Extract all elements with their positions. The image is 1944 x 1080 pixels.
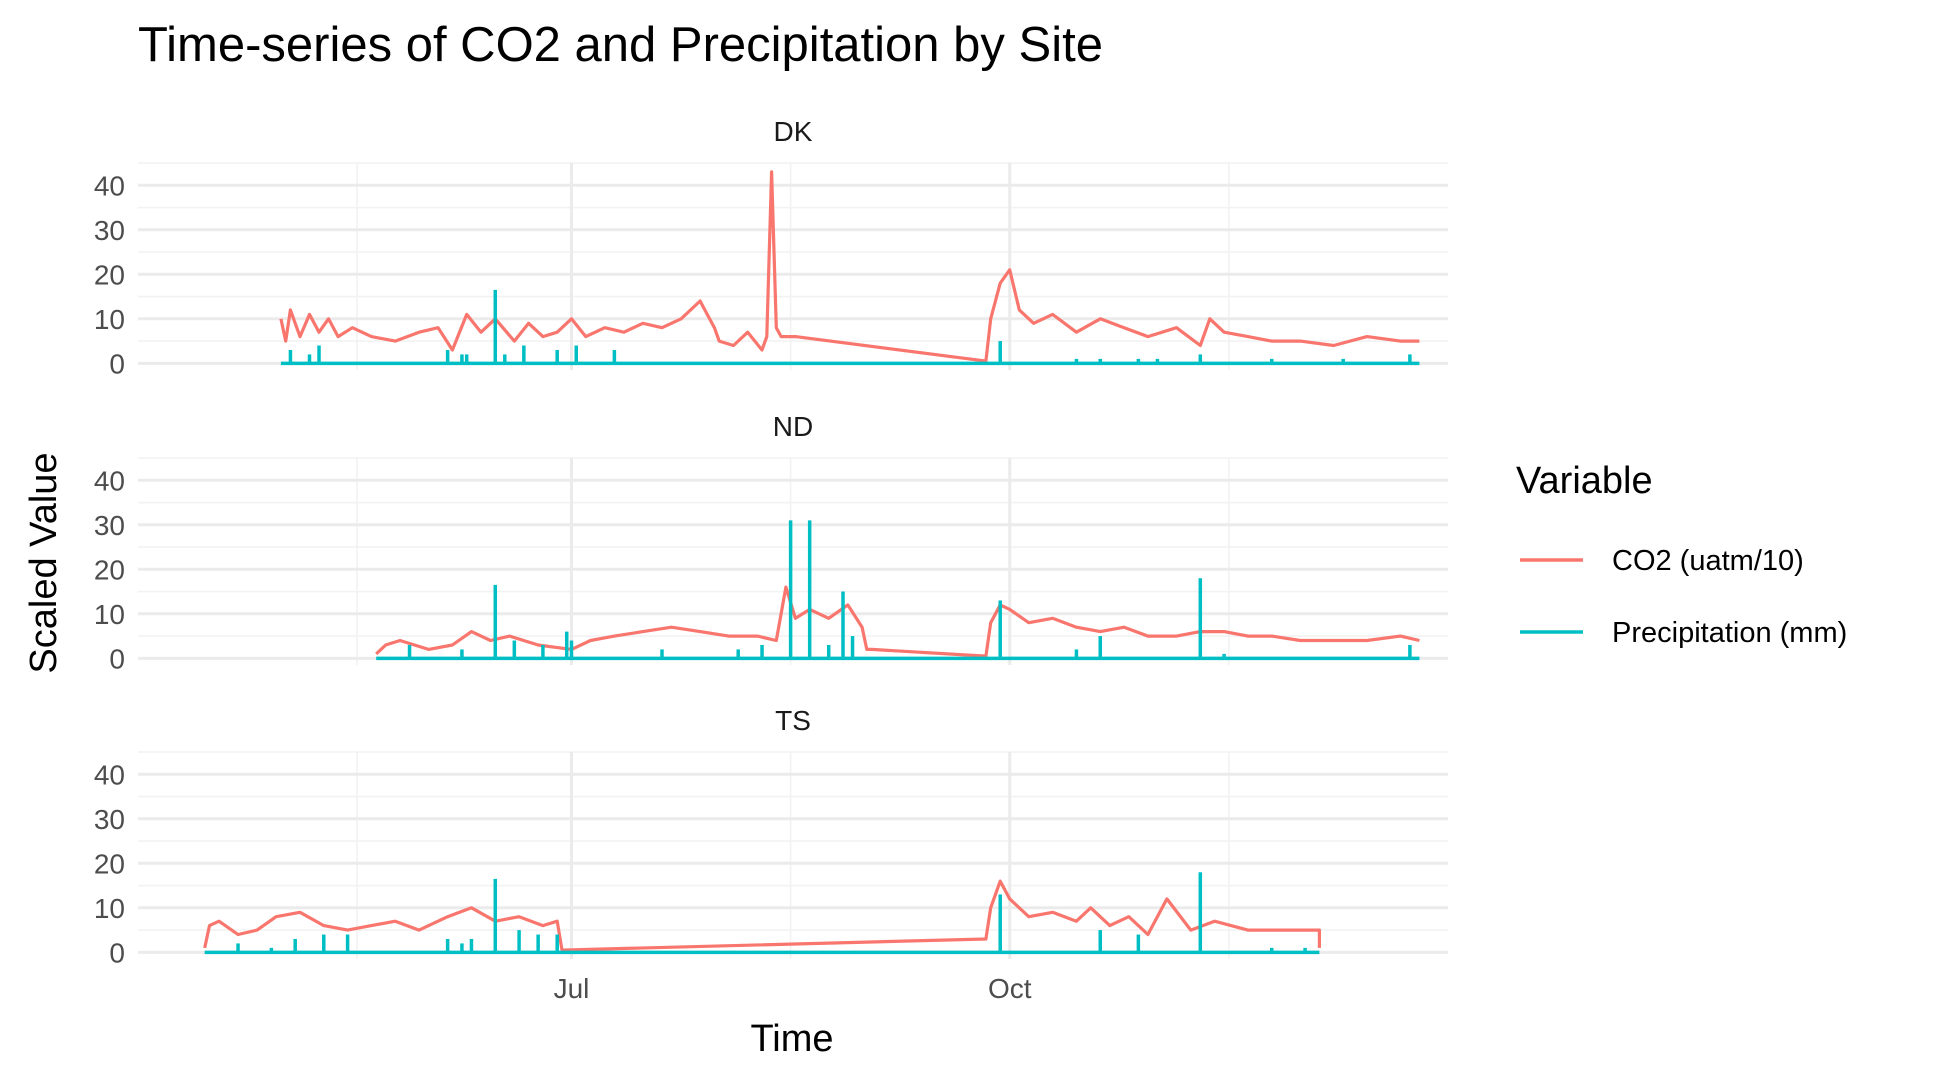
y-tick-label: 40 xyxy=(94,759,125,790)
y-tick-label: 0 xyxy=(109,937,125,968)
facet-label: TS xyxy=(775,705,811,736)
y-tick-label: 40 xyxy=(94,170,125,201)
y-tick-label: 20 xyxy=(94,848,125,879)
y-tick-label: 0 xyxy=(109,348,125,379)
legend-label-precipitation: Precipitation (mm) xyxy=(1612,617,1847,649)
facet-label: ND xyxy=(773,411,813,442)
y-tick-label: 10 xyxy=(94,304,125,335)
y-tick-label: 20 xyxy=(94,554,125,585)
y-tick-label: 10 xyxy=(94,893,125,924)
legend: Variable CO2 (uatm/10) Precipitation (mm… xyxy=(1516,460,1847,649)
chart-title: Time-series of CO2 and Precipitation by … xyxy=(138,18,1103,72)
x-axis-title: Time xyxy=(750,1018,833,1060)
panel-dk: DK 0 10 20 30 40 xyxy=(94,116,1448,379)
y-tick-label: 0 xyxy=(109,643,125,674)
x-tick-label: Oct xyxy=(988,973,1032,1004)
panels: DK 0 10 20 30 40 ND 0 10 20 30 40 TS 0 10 20 30 40 xyxy=(94,116,1448,968)
y-tick-label: 30 xyxy=(94,215,125,246)
co2-line xyxy=(203,879,1322,952)
facet-label: DK xyxy=(774,116,813,147)
y-tick-label: 10 xyxy=(94,599,125,630)
y-tick-label: 20 xyxy=(94,259,125,290)
x-axis-ticks: Jul Oct xyxy=(554,973,1032,1004)
x-tick-label: Jul xyxy=(554,973,590,1004)
panel-nd: ND 0 10 20 30 40 xyxy=(94,411,1448,674)
y-tick-label: 30 xyxy=(94,510,125,541)
y-axis-title: Scaled Value xyxy=(23,452,65,673)
y-tick-label: 40 xyxy=(94,465,125,496)
legend-title: Variable xyxy=(1516,460,1653,502)
panel-ts: TS 0 10 20 30 40 xyxy=(94,705,1448,968)
legend-label-co2: CO2 (uatm/10) xyxy=(1612,545,1804,577)
co2-line xyxy=(375,585,1420,658)
co2-line xyxy=(279,170,1420,363)
y-tick-label: 30 xyxy=(94,804,125,835)
